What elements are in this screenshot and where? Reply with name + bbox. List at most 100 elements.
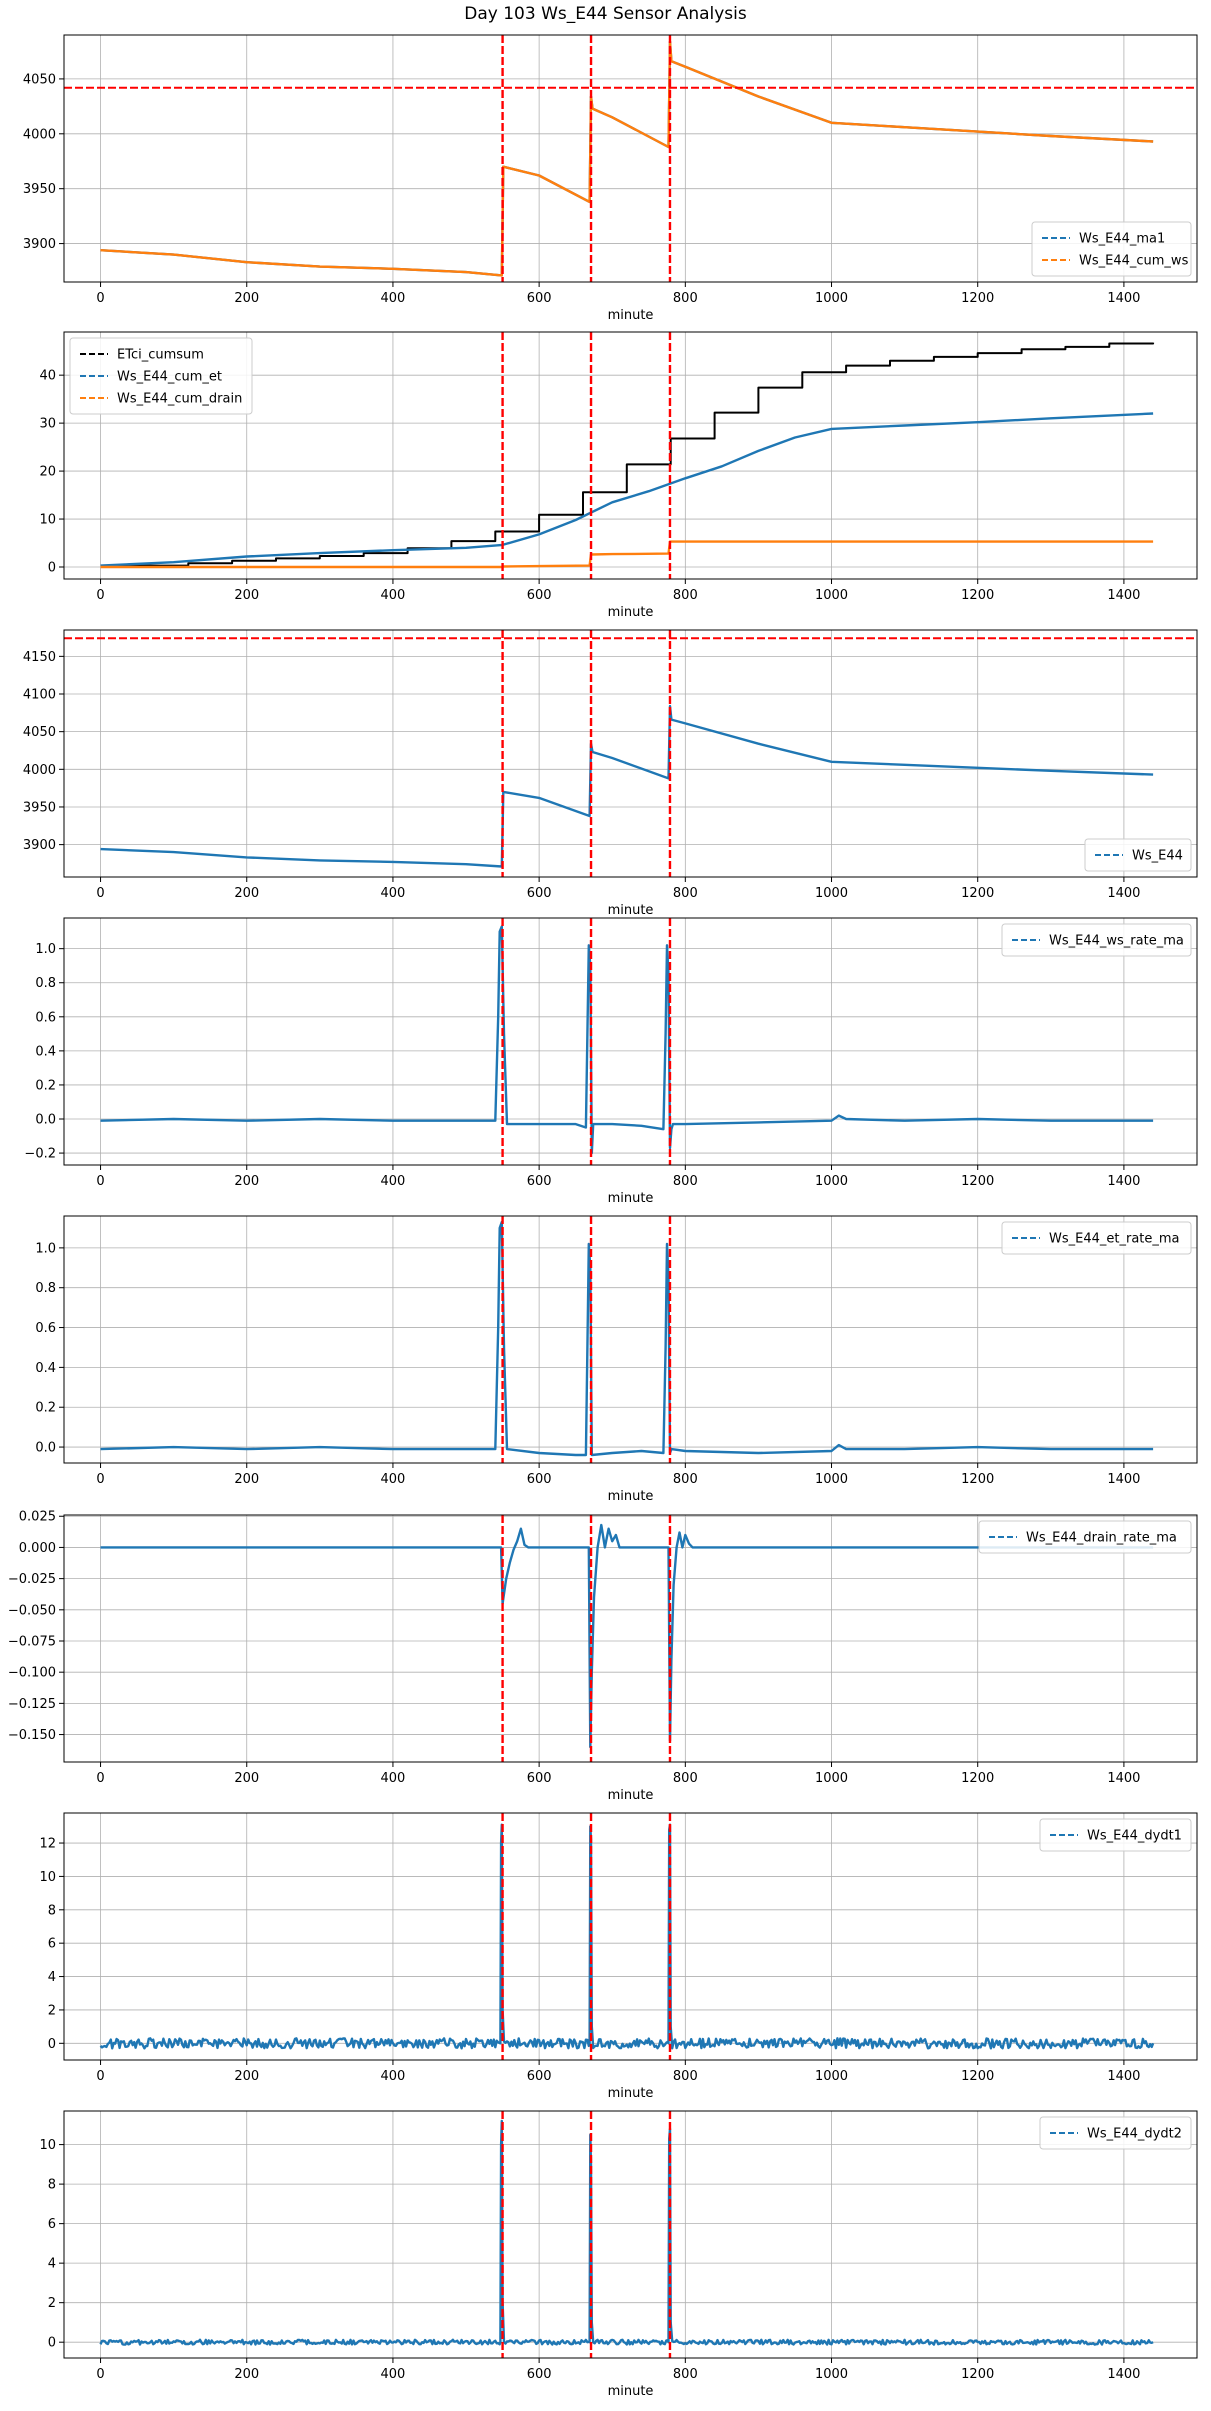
y-tick-label: 0.0 (35, 1113, 56, 1128)
x-axis-label: minute (608, 1788, 654, 1803)
y-tick-label: 0.0 (35, 1441, 56, 1456)
axes-frame (63, 331, 1198, 580)
x-tick-label: 1200 (961, 2069, 994, 2084)
x-tick-label: 600 (527, 1174, 552, 1189)
figure-title: Day 103 Ws_E44 Sensor Analysis (464, 4, 747, 24)
series-line-ws-e44-cum-ws (100, 40, 1154, 277)
y-tick-label: 40 (39, 369, 56, 384)
y-tick-label: 2 (48, 2296, 56, 2311)
y-tick-label: 6 (48, 1937, 56, 1952)
legend: Ws_E44_ma1 Ws_E44_cum_ws (1031, 221, 1192, 277)
x-tick-label: 600 (527, 291, 552, 306)
x-tick-label: 1200 (961, 588, 994, 603)
y-tick-label: 0.4 (35, 1361, 56, 1376)
legend-label: Ws_E44_dydt2 (1087, 2127, 1182, 2142)
legend-label: Ws_E44_cum_et (117, 370, 222, 385)
axes-frame (63, 34, 1198, 283)
x-tick-label: 1200 (961, 1771, 994, 1786)
x-tick-label: 200 (234, 2069, 259, 2084)
series-line-ws-e44-dydt2 (99, 2119, 1154, 2346)
x-tick-label: 1400 (1107, 1771, 1140, 1786)
y-tick-label: 3900 (23, 237, 56, 252)
y-tick-label: 10 (39, 2138, 56, 2153)
x-tick-label: 1000 (815, 2367, 848, 2382)
y-tick-label: 4150 (23, 650, 56, 665)
y-tick-label: 4050 (23, 72, 56, 87)
x-tick-label: 1000 (815, 2069, 848, 2084)
y-tick-label: 2 (48, 2003, 56, 2018)
series-line-ws-e44 (100, 704, 1154, 868)
y-tick-label: 3950 (23, 182, 56, 197)
x-tick-label: 0 (96, 291, 104, 306)
legend: Ws_E44_drain_rate_ma (978, 1520, 1192, 1554)
y-tick-label: 4000 (23, 763, 56, 778)
x-tick-label: 400 (381, 1472, 406, 1487)
legend-label: Ws_E44_et_rate_ma (1049, 1232, 1180, 1247)
y-tick-label: −0.2 (24, 1147, 56, 1162)
legend: Ws_E44_et_rate_ma (1001, 1221, 1192, 1255)
x-tick-label: 400 (381, 886, 406, 901)
x-tick-label: 200 (234, 886, 259, 901)
axes-frame (63, 1812, 1198, 2061)
x-axis-label: minute (608, 2086, 654, 2101)
series-line-ws-e44-cum-drain (100, 540, 1154, 569)
y-tick-label: 0.000 (19, 1541, 56, 1556)
x-tick-label: 200 (234, 1771, 259, 1786)
x-axis-label: minute (608, 605, 654, 620)
legend-label: ETci_cumsum (117, 348, 204, 363)
y-tick-label: −0.150 (8, 1728, 56, 1743)
x-tick-label: 600 (527, 2069, 552, 2084)
x-tick-label: 800 (673, 291, 698, 306)
series-line-ws-e44-ma1 (100, 40, 1154, 277)
series-line-etci-cumsum (100, 342, 1155, 567)
legend-label: Ws_E44 (1132, 849, 1183, 864)
legend-frame (1001, 1221, 1192, 1255)
legend: Ws_E44_ws_rate_ma (1001, 923, 1192, 957)
axes-frame (63, 1514, 1198, 1763)
y-tick-label: 0.8 (35, 976, 56, 991)
legend-label: Ws_E44_drain_rate_ma (1026, 1531, 1177, 1546)
y-tick-label: 8 (48, 1903, 56, 1918)
chart-panel-5: 0 200 400 600 800 1000 1200 1400 0.0 0.2 0.4 0.6 0.8… (35, 1215, 1198, 1504)
x-tick-label: 800 (673, 2069, 698, 2084)
y-tick-label: 30 (39, 417, 56, 432)
legend-frame (978, 1520, 1192, 1554)
x-tick-label: 800 (673, 1472, 698, 1487)
x-tick-label: 400 (381, 2367, 406, 2382)
y-tick-label: 0.025 (19, 1510, 56, 1525)
series-line-ws-e44-ws-rate-ma (100, 925, 1154, 1155)
x-tick-label: 800 (673, 1771, 698, 1786)
y-tick-label: 0 (48, 2336, 56, 2351)
series-line-ws-e44-et-rate-ma (100, 1220, 1154, 1457)
x-tick-label: 1000 (815, 1174, 848, 1189)
y-tick-label: 6 (48, 2217, 56, 2232)
legend-label: Ws_E44_ma1 (1079, 232, 1165, 247)
x-tick-label: 1200 (961, 2367, 994, 2382)
x-tick-label: 1200 (961, 1174, 994, 1189)
y-tick-label: 1.0 (35, 942, 56, 957)
x-tick-label: 600 (527, 1771, 552, 1786)
axes-frame (63, 629, 1198, 878)
x-tick-label: 400 (381, 1174, 406, 1189)
y-tick-label: 3900 (23, 838, 56, 853)
x-tick-label: 0 (96, 588, 104, 603)
chart-panel-8: 0 200 400 600 800 1000 1200 1400 0 2 4 6 8 10 minute Ws… (39, 2110, 1198, 2399)
x-tick-label: 800 (673, 886, 698, 901)
x-axis-label: minute (608, 1489, 654, 1504)
y-tick-label: 0.6 (35, 1321, 56, 1336)
x-tick-label: 1200 (961, 1472, 994, 1487)
legend: Ws_E44_dydt1 (1039, 1818, 1192, 1852)
x-tick-label: 800 (673, 588, 698, 603)
x-tick-label: 1000 (815, 1771, 848, 1786)
legend: Ws_E44_dydt2 (1039, 2116, 1192, 2150)
y-tick-label: 10 (39, 513, 56, 528)
x-tick-label: 600 (527, 2367, 552, 2382)
x-tick-label: 0 (96, 2367, 104, 2382)
y-tick-label: 4 (48, 2257, 56, 2272)
x-tick-label: 1000 (815, 1472, 848, 1487)
x-tick-label: 1400 (1107, 1472, 1140, 1487)
x-axis-label: minute (608, 903, 654, 918)
y-tick-label: −0.100 (8, 1666, 56, 1681)
y-tick-label: 0.8 (35, 1281, 56, 1296)
